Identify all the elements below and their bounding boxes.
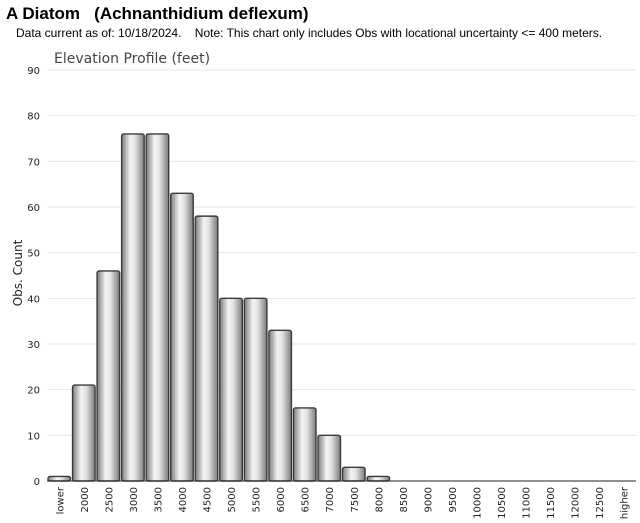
data-currency-note: Data current as of: 10/18/2024. Note: Th… [16, 26, 603, 40]
y-tick-label: 50 [27, 249, 40, 260]
bar-5000 [219, 297, 244, 482]
x-tick-label: 7000 [325, 487, 336, 512]
bar-6500 [292, 407, 317, 482]
x-tick-label: higher [620, 486, 631, 519]
x-tick-label: 7500 [350, 487, 361, 512]
y-axis-label: Obs. Count [11, 239, 25, 306]
x-tick-label: 11500 [546, 487, 557, 519]
x-tick-label: 3000 [129, 487, 140, 512]
bar-6000 [268, 329, 293, 482]
x-tick-label: lower [55, 486, 66, 514]
x-tick-label: 4000 [178, 487, 189, 512]
x-tick-label: 12500 [595, 487, 606, 519]
y-tick-label: 90 [27, 66, 40, 77]
x-tick-label: 10500 [497, 487, 508, 519]
x-tick-label: 4500 [203, 487, 214, 512]
x-tick-label: 5500 [252, 487, 263, 512]
x-tick-label: 8500 [399, 487, 410, 512]
x-tick-label: 6000 [276, 487, 287, 512]
y-tick-label: 20 [27, 386, 40, 397]
bar-4500 [194, 215, 219, 482]
chart-title: Elevation Profile (feet) [54, 51, 210, 67]
y-tick-label: 80 [27, 112, 40, 123]
y-tick-label: 70 [27, 157, 40, 168]
bar-2000 [71, 384, 96, 482]
bar-7000 [317, 434, 342, 482]
bar-2500 [96, 270, 121, 482]
x-tick-label: 10000 [472, 487, 483, 519]
x-tick-label: 11000 [522, 487, 533, 519]
x-tick-label: 12000 [571, 487, 582, 519]
y-tick-label: 0 [34, 477, 40, 488]
chart-main-title: A Diatom (Achnanthidium deflexum) [6, 4, 309, 23]
bar-3500 [145, 133, 170, 482]
bar-5500 [243, 297, 268, 482]
x-tick-label: 3500 [153, 487, 164, 512]
x-tick-label: 8000 [374, 487, 385, 512]
y-tick-label: 40 [27, 294, 40, 305]
x-tick-label: 9500 [448, 487, 459, 512]
x-tick-label: 9000 [423, 487, 434, 512]
y-tick-label: 10 [27, 431, 40, 442]
y-tick-label: 30 [27, 340, 40, 351]
bar-7500 [341, 466, 366, 482]
x-tick-label: 2000 [80, 487, 91, 512]
bar-8000 [366, 475, 391, 482]
bar-lower [47, 475, 72, 482]
x-tick-label: 5000 [227, 487, 238, 512]
x-tick-label: 2500 [104, 487, 115, 512]
x-tick-label: 6500 [301, 487, 312, 512]
bar-4000 [170, 192, 194, 482]
bar-3000 [120, 133, 145, 482]
y-tick-label: 60 [27, 203, 40, 214]
